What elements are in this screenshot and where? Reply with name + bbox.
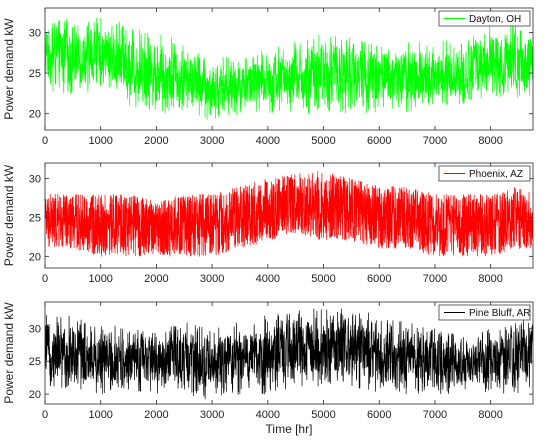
x-tick-label: 4000 bbox=[256, 135, 280, 147]
x-tick-label: 4000 bbox=[256, 409, 280, 421]
y-axis-label: Power demand kW bbox=[2, 164, 16, 266]
x-tick-label: 1000 bbox=[88, 273, 112, 285]
x-tick-label: 7000 bbox=[423, 135, 447, 147]
x-tick-label: 8000 bbox=[478, 273, 502, 285]
x-tick-label: 5000 bbox=[311, 135, 335, 147]
legend-box bbox=[438, 304, 531, 321]
y-tick-label: 20 bbox=[29, 251, 41, 263]
x-tick-label: 6000 bbox=[367, 409, 391, 421]
series-line-phoenix-az bbox=[45, 171, 533, 257]
series-line-pine-bluff-ar bbox=[45, 308, 533, 400]
x-tick-label: 0 bbox=[42, 135, 48, 147]
legend-entry: Dayton, OH bbox=[469, 14, 521, 25]
legend-entry: Phoenix, AZ bbox=[469, 169, 523, 180]
y-axis-label: Power demand kW bbox=[2, 18, 16, 120]
x-tick-label: 2000 bbox=[144, 409, 168, 421]
legend: Pine Bluff, AR bbox=[438, 304, 531, 321]
x-tick-label: 3000 bbox=[200, 135, 224, 147]
y-tick-label: 30 bbox=[29, 27, 41, 39]
axes-box bbox=[44, 162, 534, 269]
x-tick-label: 8000 bbox=[478, 135, 502, 147]
x-tick-label: 0 bbox=[42, 273, 48, 285]
y-tick-label: 25 bbox=[29, 356, 41, 368]
y-axis-label: Power demand kW bbox=[2, 302, 16, 404]
x-axis-label: Time [hr] bbox=[266, 422, 313, 436]
y-tick-label: 25 bbox=[29, 212, 41, 224]
x-tick-label: 6000 bbox=[367, 135, 391, 147]
legend-box bbox=[438, 165, 531, 182]
x-tick-label: 3000 bbox=[200, 409, 224, 421]
x-tick-label: 7000 bbox=[423, 409, 447, 421]
x-tick-label: 8000 bbox=[478, 409, 502, 421]
x-tick-label: 0 bbox=[42, 409, 48, 421]
x-tick-label: 4000 bbox=[256, 273, 280, 285]
x-tick-label: 5000 bbox=[311, 273, 335, 285]
legend-box bbox=[438, 10, 531, 27]
axes-box bbox=[44, 301, 534, 405]
legend: Phoenix, AZ bbox=[438, 165, 531, 182]
x-tick-label: 2000 bbox=[144, 135, 168, 147]
legend: Dayton, OH bbox=[438, 10, 531, 27]
chart-panel-3: 0 1000 2000 3000 4000 5000 6000 7000 8000 20 25 30 P… bbox=[2, 301, 534, 436]
x-tick-label: 3000 bbox=[200, 273, 224, 285]
x-tick-label: 1000 bbox=[88, 135, 112, 147]
y-tick-label: 30 bbox=[29, 174, 41, 186]
y-tick-label: 20 bbox=[29, 109, 41, 121]
x-tick-label: 5000 bbox=[311, 409, 335, 421]
x-tick-label: 1000 bbox=[88, 409, 112, 421]
chart-panel-1: 0 1000 2000 3000 4000 5000 6000 7000 8000 20 25 30 P… bbox=[2, 7, 534, 147]
series-line-dayton-oh bbox=[45, 17, 533, 120]
y-tick-label: 20 bbox=[29, 389, 41, 401]
axes-box bbox=[44, 7, 534, 131]
x-tick-label: 7000 bbox=[423, 273, 447, 285]
y-tick-label: 25 bbox=[29, 68, 41, 80]
chart-panel-2: 0 1000 2000 3000 4000 5000 6000 7000 8000 20 25 30 P… bbox=[2, 162, 534, 285]
x-tick-label: 6000 bbox=[367, 273, 391, 285]
x-tick-label: 2000 bbox=[144, 273, 168, 285]
legend-entry: Pine Bluff, AR bbox=[469, 308, 531, 319]
y-tick-label: 30 bbox=[29, 323, 41, 335]
